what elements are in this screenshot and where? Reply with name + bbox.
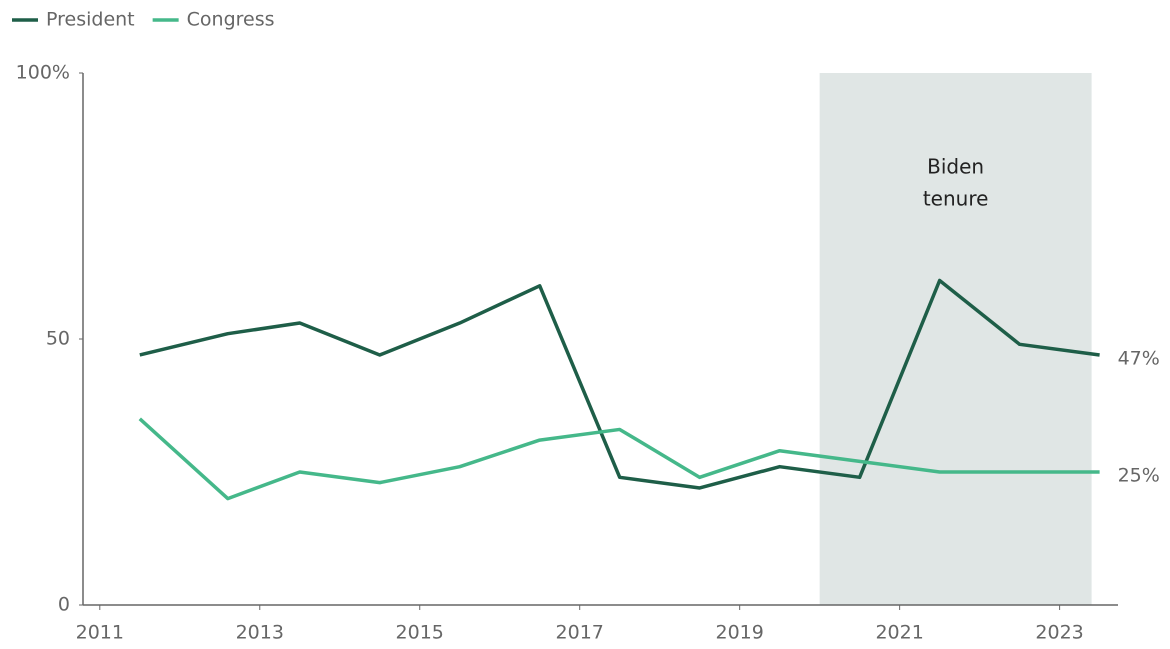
x-tick-label: 2023 xyxy=(1035,622,1083,644)
y-tick-label: 0 xyxy=(58,594,70,616)
x-tick-label: 2015 xyxy=(396,622,444,644)
shade-region xyxy=(819,73,1092,605)
legend-label: President xyxy=(46,9,135,31)
shade-label: Biden xyxy=(927,155,984,179)
end-label: 25% xyxy=(1118,465,1160,487)
x-tick-label: 2019 xyxy=(715,622,763,644)
x-tick-label: 2011 xyxy=(76,622,124,644)
y-tick-label: 100% xyxy=(16,62,70,84)
end-label: 47% xyxy=(1118,347,1160,369)
x-tick-label: 2021 xyxy=(875,622,923,644)
shade-label: tenure xyxy=(923,187,989,211)
legend-label: Congress xyxy=(187,9,275,31)
series-line xyxy=(138,417,1100,501)
x-tick-label: 2013 xyxy=(236,622,284,644)
y-tick-label: 50 xyxy=(46,328,70,350)
series-line xyxy=(139,278,1100,490)
x-tick-label: 2017 xyxy=(556,622,604,644)
